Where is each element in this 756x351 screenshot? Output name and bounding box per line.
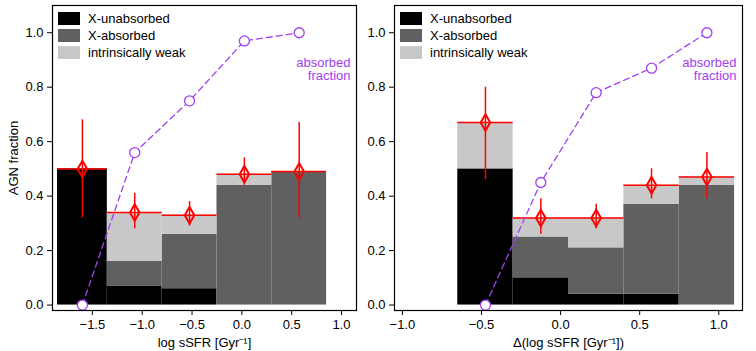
svg-text:1.0: 1.0 [25, 25, 43, 40]
svg-text:log sSFR [Gyr⁻¹]: log sSFR [Gyr⁻¹] [158, 335, 252, 350]
svg-text:0.6: 0.6 [25, 134, 43, 149]
svg-text:Δ(log sSFR [Gyr⁻¹]): Δ(log sSFR [Gyr⁻¹]) [513, 335, 624, 350]
svg-text:0.4: 0.4 [25, 188, 43, 203]
html-text:X-unabsorbed: X-unabsorbed [88, 11, 170, 26]
html-text:intrinsically weak: intrinsically weak [88, 45, 186, 60]
svg-text:1.0: 1.0 [367, 25, 385, 40]
svg-text:0.0: 0.0 [552, 317, 570, 332]
svg-text:absorbedfraction: absorbedfraction [682, 55, 736, 83]
html-text:X-absorbed: X-absorbed [430, 28, 498, 43]
html-text:X-absorbed: X-absorbed [88, 28, 156, 43]
svg-text:0.4: 0.4 [367, 188, 385, 203]
svg-text:0.2: 0.2 [25, 243, 43, 258]
svg-text:0.0: 0.0 [367, 297, 385, 312]
svg-text:0.6: 0.6 [367, 134, 385, 149]
svg-text:−0.5: −0.5 [469, 317, 495, 332]
html-text:intrinsically weak: intrinsically weak [430, 45, 528, 60]
svg-text:0.2: 0.2 [367, 243, 385, 258]
svg-text:0.8: 0.8 [25, 79, 43, 94]
svg-text:0.0: 0.0 [25, 297, 43, 312]
svg-text:−1.0: −1.0 [129, 317, 155, 332]
svg-text:absorbedfraction: absorbedfraction [296, 55, 350, 83]
html-text:X-unabsorbed: X-unabsorbed [430, 11, 512, 26]
svg-text:AGN fraction: AGN fraction [6, 121, 21, 195]
svg-text:0.0: 0.0 [233, 317, 251, 332]
svg-text:0.8: 0.8 [367, 79, 385, 94]
svg-text:−1.0: −1.0 [390, 317, 416, 332]
svg-text:0.5: 0.5 [283, 317, 301, 332]
svg-text:1.0: 1.0 [333, 317, 351, 332]
svg-text:−0.5: −0.5 [179, 317, 205, 332]
svg-text:1.0: 1.0 [710, 317, 728, 332]
svg-text:−1.5: −1.5 [80, 317, 106, 332]
svg-text:0.5: 0.5 [631, 317, 649, 332]
